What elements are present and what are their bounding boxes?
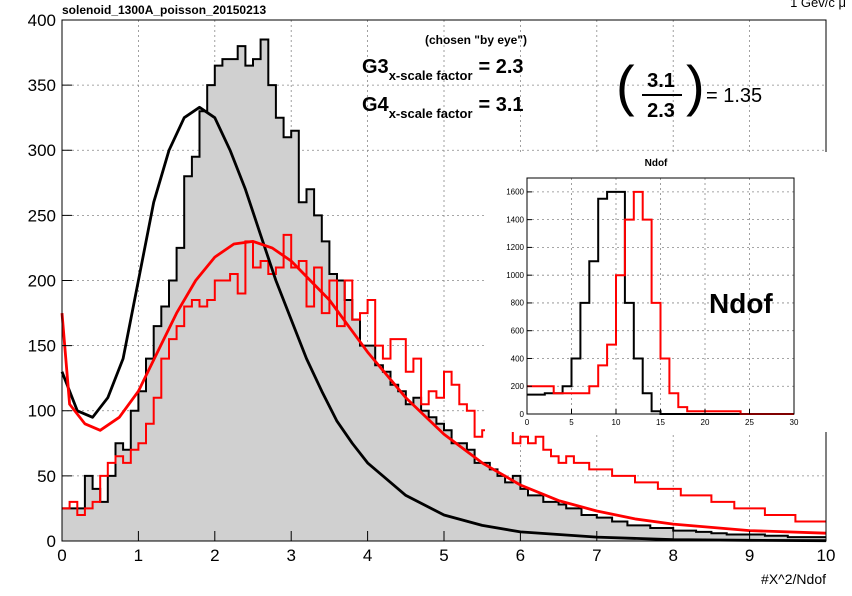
fraction-close-paren: ) — [686, 54, 705, 117]
main-series-1-histogram — [62, 233, 826, 523]
fraction-numerator: 3.1 — [647, 70, 675, 92]
main-series-0-fill — [62, 39, 826, 541]
main-y-tick-label-4: 200 — [28, 271, 56, 290]
fraction-open-paren: ( — [616, 54, 635, 117]
fraction-denominator: 2.3 — [647, 100, 675, 122]
inset-x-tick-label-4: 20 — [701, 418, 710, 427]
inset-x-tick-label-1: 5 — [569, 418, 574, 427]
fraction-result: = 1.35 — [706, 85, 762, 107]
inset-series-1-histogram — [527, 190, 794, 415]
inset-x-tick-label-3: 15 — [656, 418, 665, 427]
main-series-2-fit-curve — [60, 105, 827, 543]
main-y-tick-label-7: 350 — [28, 76, 56, 95]
main-x-tick-label-8: 8 — [668, 546, 677, 565]
main-y-tick-label-5: 250 — [28, 206, 56, 225]
inset-y-tick-label-5: 1000 — [506, 271, 524, 280]
inset-background — [485, 152, 827, 432]
x-axis-label: #X^2/Ndof — [761, 571, 826, 587]
main-y-tick-label-1: 50 — [37, 467, 56, 486]
inset-y-tick-label-2: 400 — [511, 354, 525, 363]
inset-y-tick-label-1: 200 — [511, 382, 525, 391]
main-x-tick-label-3: 3 — [286, 546, 295, 565]
main-x-tick-label-2: 2 — [210, 546, 219, 565]
main-y-tick-label-0: 0 — [47, 532, 56, 551]
inset-y-tick-label-6: 1200 — [506, 243, 524, 252]
corner-label: 1 Gev/c μ — [790, 0, 846, 10]
inset-label: Ndof — [709, 288, 773, 319]
inset-y-tick-label-0: 0 — [520, 410, 525, 419]
inset-axes: 0 5 10 15 20 25 30 0 200 400 600 800 1000 1200 1400 160… — [506, 188, 799, 427]
main-x-tick-label-6: 6 — [516, 546, 525, 565]
inset-title: Ndof — [645, 158, 668, 169]
main-x-tick-label-9: 9 — [745, 546, 754, 565]
main-y-tick-label-3: 150 — [28, 337, 56, 356]
main-x-tick-label-10: 10 — [817, 546, 836, 565]
inset-y-tick-label-3: 600 — [511, 327, 525, 336]
inset-y-tick-label-4: 800 — [511, 299, 525, 308]
inset-x-tick-label-5: 25 — [745, 418, 754, 427]
main-x-tick-label-5: 5 — [439, 546, 448, 565]
main-y-tick-label-2: 100 — [28, 402, 56, 421]
main-plot — [60, 38, 827, 543]
main-series-3-fit-curve — [60, 240, 827, 535]
inset-y-tick-label-7: 1400 — [506, 215, 524, 224]
chart-title: solenoid_1300A_poisson_20150213 — [62, 3, 266, 17]
main-y-tick-label-6: 300 — [28, 141, 56, 160]
main-y-tick-label-8: 400 — [28, 11, 56, 30]
inset-y-tick-label-8: 1600 — [506, 188, 524, 197]
inset-x-tick-label-0: 0 — [525, 418, 530, 427]
inset-x-tick-label-6: 30 — [790, 418, 799, 427]
main-x-tick-label-4: 4 — [363, 546, 372, 565]
annotation-chosen: (chosen "by eye") — [425, 33, 527, 47]
annotation-g3: G3x-scale factor = 2.3 — [362, 56, 524, 83]
main-x-tick-label-1: 1 — [134, 546, 143, 565]
annotation-g4: G4x-scale factor = 3.1 — [362, 94, 524, 121]
main-x-tick-label-7: 7 — [592, 546, 601, 565]
inset-x-tick-label-2: 10 — [612, 418, 621, 427]
main-x-tick-label-0: 0 — [57, 546, 66, 565]
